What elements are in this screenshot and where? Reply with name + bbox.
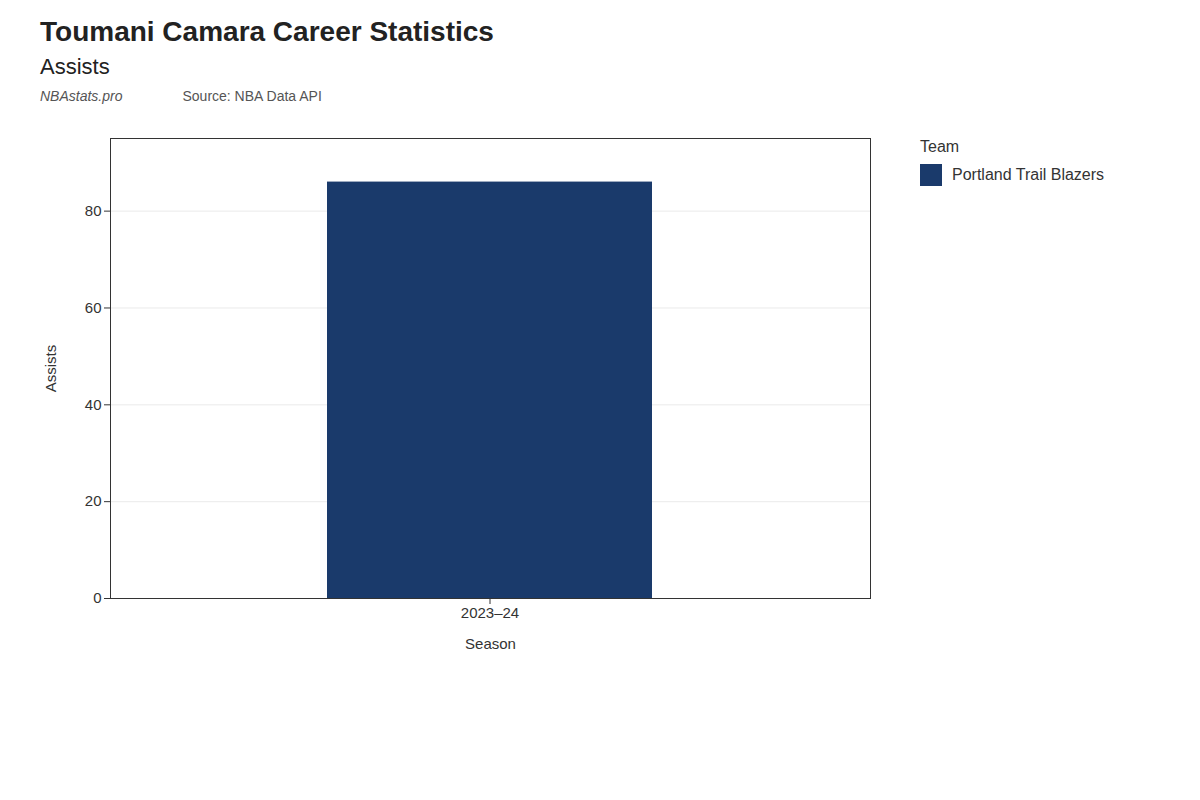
- html-text:Toumani Camara Career Statisti: Toumani Camara Career Statistics: [40, 16, 494, 47]
- svg-text:0: 0: [93, 589, 101, 606]
- html-text:NBAstats.pro: NBAstats.pro: [40, 88, 123, 104]
- svg-text:2023–24: 2023–24: [461, 604, 519, 621]
- svg-text:60: 60: [85, 299, 102, 316]
- html-text:Team: Team: [920, 138, 960, 155]
- svg-text:20: 20: [85, 492, 102, 509]
- html-text:Source: NBA Data API: Source: NBA Data API: [182, 88, 322, 104]
- html-text:Portland Trail Blazers: Portland Trail Blazers: [952, 166, 1105, 183]
- svg-text:80: 80: [85, 202, 102, 219]
- html-text:Assists: Assists: [40, 54, 110, 79]
- svg-text:40: 40: [85, 396, 102, 413]
- svg-text:Assists: Assists: [42, 345, 59, 393]
- svg-text:Season: Season: [465, 635, 516, 652]
